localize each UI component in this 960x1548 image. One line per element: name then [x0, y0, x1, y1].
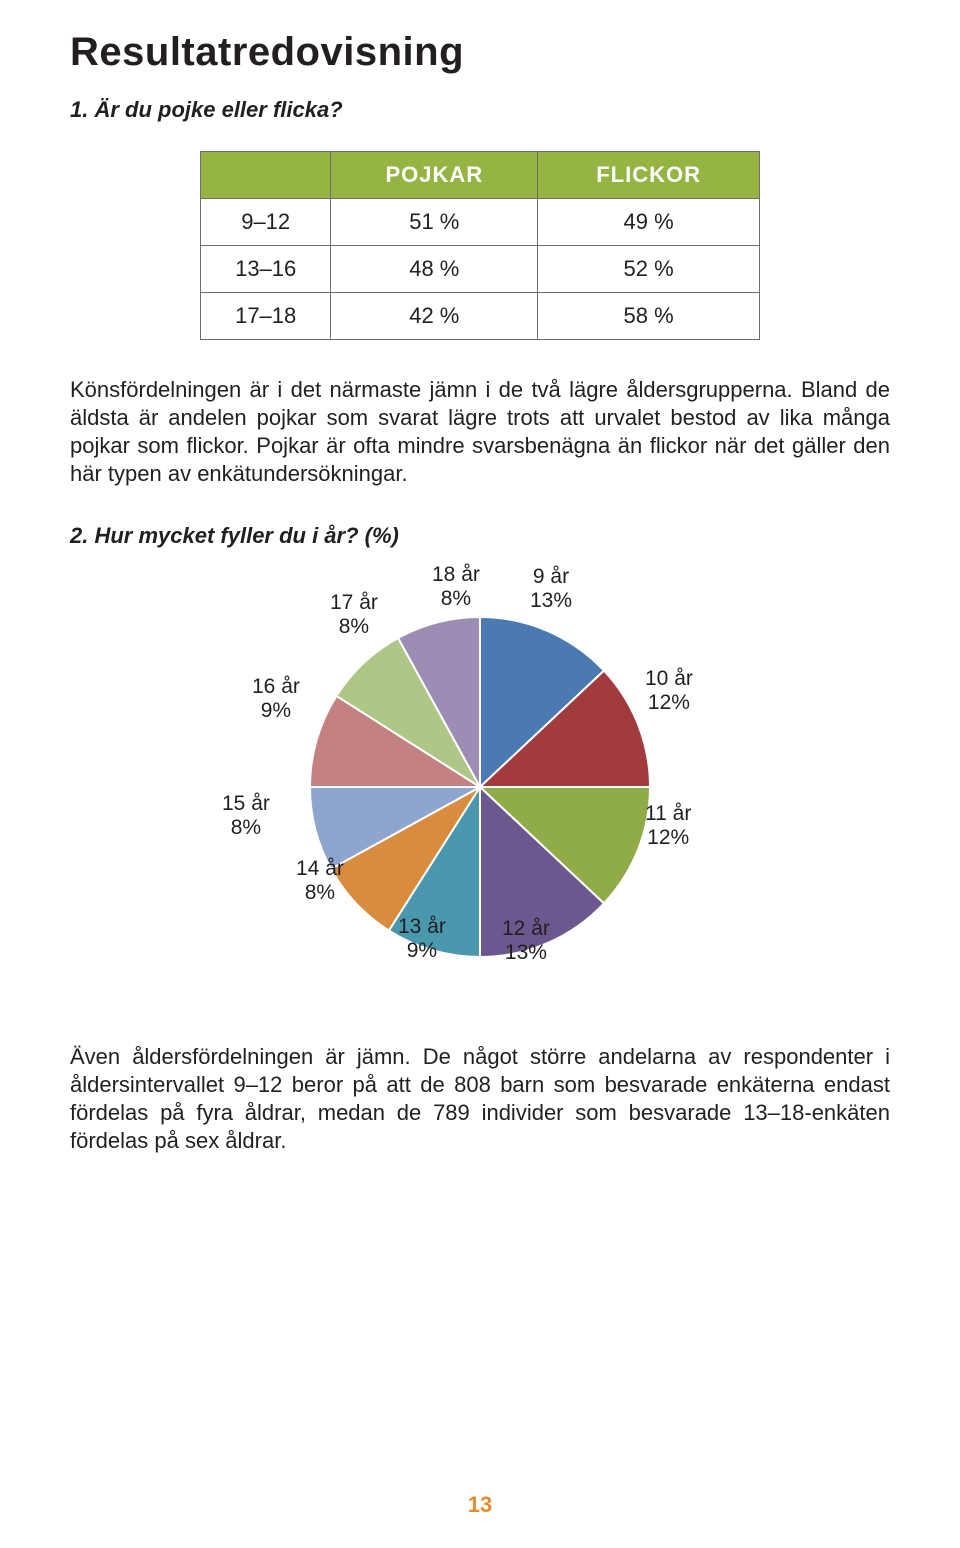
- q1-label: 1. Är du pojke eller flicka?: [70, 97, 890, 123]
- page-number: 13: [0, 1492, 960, 1518]
- pie-slice-label: 13 år9%: [398, 915, 446, 963]
- q1-paragraph: Könsfördelningen är i det närmaste jämn …: [70, 376, 890, 489]
- table-cell: 48 %: [331, 246, 538, 293]
- table-row: 17–1842 %58 %: [201, 293, 760, 340]
- table-cell: 52 %: [538, 246, 760, 293]
- table-row: 9–1251 %49 %: [201, 199, 760, 246]
- table-cell: 13–16: [201, 246, 331, 293]
- pie-chart-wrap: 9 år13%10 år12%11 år12%12 år13%13 år9%14…: [200, 577, 760, 997]
- q1-tbody: 9–1251 %49 %13–1648 %52 %17–1842 %58 %: [201, 199, 760, 340]
- pie-slice-label: 12 år13%: [502, 917, 550, 965]
- page-title: Resultatredovisning: [70, 30, 890, 75]
- pie-slice-label: 11 år12%: [645, 802, 691, 850]
- table-cell: 58 %: [538, 293, 760, 340]
- pie-slice-label: 17 år8%: [330, 591, 378, 639]
- q1-th-empty: [201, 152, 331, 199]
- q2-paragraph: Även åldersfördelningen är jämn. De någo…: [70, 1043, 890, 1156]
- q1-table: POJKAR FLICKOR 9–1251 %49 %13–1648 %52 %…: [200, 151, 760, 340]
- pie-slice-label: 10 år12%: [645, 667, 693, 715]
- pie-slice-label: 9 år13%: [530, 565, 572, 613]
- q1-th-flickor: FLICKOR: [538, 152, 760, 199]
- table-cell: 51 %: [331, 199, 538, 246]
- pie-slice-label: 16 år9%: [252, 675, 300, 723]
- table-cell: 17–18: [201, 293, 331, 340]
- pie-slice-label: 15 år8%: [222, 792, 270, 840]
- q2-label: 2. Hur mycket fyller du i år? (%): [70, 523, 890, 549]
- table-cell: 42 %: [331, 293, 538, 340]
- pie-slice-label: 18 år8%: [432, 563, 480, 611]
- table-row: 13–1648 %52 %: [201, 246, 760, 293]
- q1-th-pojkar: POJKAR: [331, 152, 538, 199]
- pie-chart-svg: [200, 577, 760, 997]
- table-cell: 49 %: [538, 199, 760, 246]
- table-cell: 9–12: [201, 199, 331, 246]
- pie-slice-label: 14 år8%: [296, 857, 344, 905]
